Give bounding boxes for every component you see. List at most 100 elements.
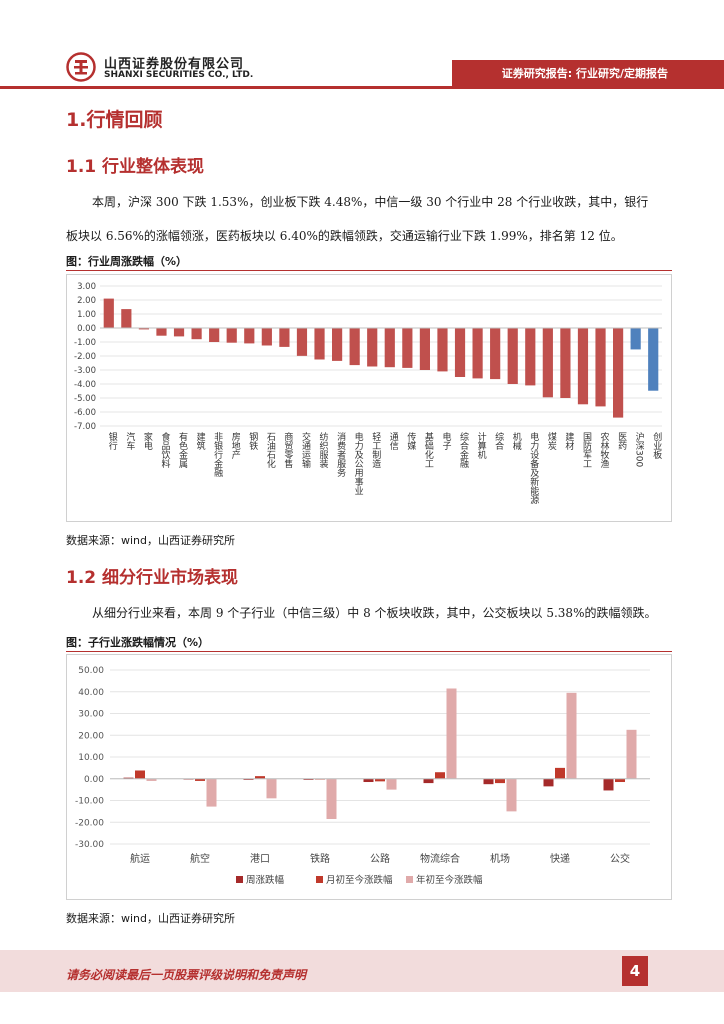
x-tick-label: 医药 — [616, 432, 627, 451]
y-tick-label: -6.00 — [74, 408, 96, 418]
bar — [135, 770, 145, 779]
company-name-en: SHANXI SECURITIES CO., LTD. — [104, 70, 254, 80]
x-tick-label: 石油石化 — [265, 432, 276, 469]
bar — [555, 767, 565, 779]
x-tick-label: 国防军工 — [581, 432, 592, 468]
bar — [332, 328, 343, 361]
bar — [566, 692, 577, 779]
y-tick-label: -7.00 — [74, 422, 96, 432]
bar — [314, 328, 325, 360]
bar — [419, 328, 430, 370]
bar — [495, 778, 505, 784]
x-tick-label: 航空 — [190, 852, 210, 865]
bar — [402, 328, 413, 368]
x-tick-label: 通信 — [388, 432, 399, 451]
bar — [261, 328, 272, 346]
figure-1-source: 数据来源：wind，山西证券研究所 — [66, 534, 236, 547]
bar — [255, 776, 265, 779]
x-tick-label: 消费者服务 — [335, 431, 346, 478]
bar — [437, 328, 448, 372]
y-tick-label: -1.00 — [74, 338, 96, 348]
bar — [603, 778, 614, 791]
y-tick-label: -2.00 — [74, 352, 96, 362]
x-tick-label: 纺织服装 — [318, 431, 329, 469]
x-tick-label: 家电 — [142, 431, 153, 450]
bar — [507, 328, 518, 384]
bar — [244, 328, 255, 344]
bar — [525, 328, 536, 386]
y-tick-label: -30.00 — [75, 840, 104, 850]
figure-1-title: 图：行业周涨跌幅（%） — [66, 255, 188, 268]
x-tick-label: 电子 — [440, 431, 451, 450]
y-tick-label: 10.00 — [78, 753, 104, 763]
industry-weekly-chart: 3.00 2.00 1.00 0.00 -1.00 -2.00 -3.00 -4.00 -5.0… — [66, 274, 672, 522]
bar — [648, 328, 659, 391]
x-tick-label: 传媒 — [405, 431, 416, 451]
page-number: 4 — [622, 956, 648, 986]
x-tick-label: 公路 — [370, 852, 390, 865]
bar — [506, 778, 517, 812]
legend-swatch — [236, 876, 243, 883]
y-tick-label: -3.00 — [74, 366, 96, 376]
bar — [483, 778, 494, 785]
x-tick-label: 房地产 — [230, 431, 241, 460]
footer-band — [0, 950, 724, 992]
x-tick-label: 钢铁 — [247, 431, 258, 451]
company-name-cn: 山西证券股份有限公司 — [104, 57, 245, 72]
legend-label: 月初至今涨跌幅 — [326, 874, 393, 886]
x-tick-label: 电力设备及新能源 — [528, 431, 539, 505]
bar — [454, 328, 466, 377]
bar — [384, 328, 395, 368]
legend-swatch — [406, 876, 413, 883]
x-tick-label: 沪深300 — [634, 431, 645, 468]
bar — [226, 328, 237, 343]
y-tick-label: -5.00 — [74, 394, 96, 404]
bar — [542, 328, 553, 398]
x-tick-label: 有色金属 — [177, 431, 188, 469]
y-tick-label: 40.00 — [78, 688, 104, 698]
footer-disclaimer: 请务必阅读最后一页股票评级说明和免责声明 — [66, 968, 307, 982]
company-logo-icon — [66, 52, 96, 82]
y-tick-label: 3.00 — [77, 282, 96, 292]
bar — [173, 328, 185, 337]
x-tick-label: 基础化工 — [423, 431, 434, 468]
section-title: 1.行情回顾 — [66, 109, 163, 131]
sub-industry-chart: 50.00 40.00 30.00 20.00 10.00 0.00 -10.00 -20.0… — [66, 654, 672, 900]
y-tick-label: -20.00 — [75, 818, 104, 828]
header-divider — [0, 86, 724, 89]
bar — [626, 729, 637, 779]
bar — [435, 772, 445, 779]
bar — [543, 778, 554, 787]
x-tick-label: 煤炭 — [546, 431, 557, 451]
subsection-title-2: 1.2 细分行业市场表现 — [66, 568, 239, 588]
x-tick-label: 银行 — [107, 431, 118, 451]
report-type: 证券研究报告: 行业研究/定期报告 — [501, 67, 668, 80]
x-tick-label: 物流综合 — [420, 852, 460, 865]
x-tick-label: 机场 — [490, 852, 510, 865]
bar — [266, 778, 277, 799]
bar — [138, 328, 149, 330]
y-tick-label: 0.00 — [77, 324, 96, 334]
report-header: 山西证券股份有限公司 SHANXI SECURITIES CO., LTD. 证… — [0, 0, 724, 92]
bar — [490, 328, 501, 380]
bar — [630, 328, 641, 350]
bar — [195, 778, 205, 781]
bar — [560, 328, 571, 398]
bar — [367, 328, 378, 367]
subsection-title-1: 1.1 行业整体表现 — [66, 157, 205, 177]
legend-label: 周涨跌幅 — [246, 874, 285, 886]
bar — [209, 328, 220, 342]
y-tick-label: -4.00 — [74, 380, 96, 390]
industry-weekly-chart-svg: 3.00 2.00 1.00 0.00 -1.00 -2.00 -3.00 -4.00 -5.0… — [66, 274, 672, 522]
bar — [243, 778, 254, 780]
paragraph-2: 从细分行业来看，本周 9 个子行业（中信三级）中 8 个板块收跌，其中，公交板块… — [92, 606, 657, 620]
x-tick-label: 计算机 — [476, 431, 487, 460]
paragraph-1: 本周，沪深 300 下跌 1.53%，创业板下跌 4.48%，中信一级 30 个… — [66, 195, 649, 243]
sub-industry-chart-svg: 50.00 40.00 30.00 20.00 10.00 0.00 -10.00 -20.0… — [66, 654, 672, 900]
bar — [303, 778, 314, 780]
y-tick-label: 2.00 — [77, 296, 96, 306]
x-tick-label: 电力及公用事业 — [353, 431, 364, 495]
y-tick-label: 50.00 — [78, 666, 104, 676]
y-tick-label: 0.00 — [84, 775, 104, 785]
figure-2-title: 图：子行业涨跌幅情况（%） — [66, 636, 210, 649]
